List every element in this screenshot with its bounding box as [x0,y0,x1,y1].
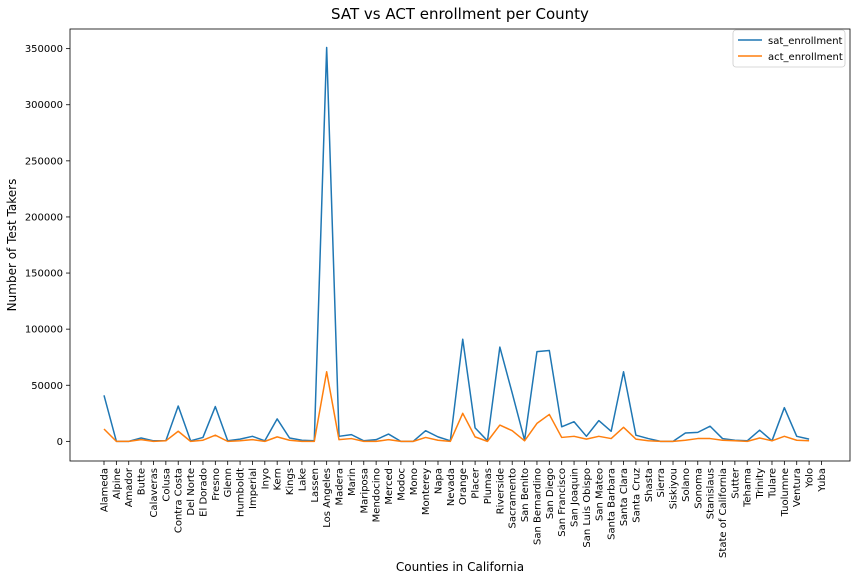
x-tick-label: Solano [681,468,692,502]
x-tick-label: Alpine [112,468,123,499]
x-tick-label: Kings [285,468,296,495]
x-tick-label: El Dorado [198,468,209,517]
x-tick-label: Yuba [817,468,828,493]
x-tick-label: Lake [297,468,308,491]
x-tick-label: San Mateo [594,468,605,521]
y-tick-label: 350000 [25,44,63,55]
x-tick-label: Inyo [260,468,271,489]
x-tick-label: Sierra [656,468,667,497]
x-tick-label: San Francisco [557,468,568,537]
legend: sat_enrollment act_enrollment [732,29,846,68]
x-tick-label: Merced [384,468,395,505]
y-tick-label: 250000 [25,156,63,167]
x-axis-ticks: Alameda Alpine Amador Butte Calaveras Colusa C… [100,461,828,558]
x-tick-label: Stanislaus [706,468,717,519]
y-tick-label: 300000 [25,100,63,111]
x-tick-label: Santa Clara [619,468,630,526]
y-tick-label: 0 [57,437,63,448]
x-tick-label: Madera [335,468,346,506]
x-tick-label: Placer [471,467,482,499]
x-tick-label: Sacramento [508,468,519,528]
x-tick-label: Marin [347,468,358,496]
x-tick-label: Santa Barbara [607,468,618,540]
x-tick-label: Lassen [310,468,321,503]
x-tick-label: Glenn [223,468,234,497]
x-tick-label: Los Angeles [322,468,333,528]
x-tick-label: Butte [137,468,148,495]
x-tick-label: Santa Cruz [631,468,642,523]
x-tick-label: Fresno [211,468,222,501]
x-tick-label: Mendocino [372,468,383,522]
x-axis-label: Counties in California [396,560,524,574]
x-tick-label: Napa [433,468,444,494]
x-tick-label: Del Norte [186,468,197,516]
x-tick-label: Modoc [396,468,407,501]
x-tick-label: Siskiyou [669,468,680,509]
x-tick-label: Sonoma [693,468,704,509]
x-tick-label: Orange [458,468,469,505]
x-tick-label: Contra Costa [174,468,185,533]
x-tick-label: Trinity [755,468,766,500]
chart-title: SAT vs ACT enrollment per County [331,5,589,23]
x-tick-label: Alameda [100,468,111,512]
legend-label-act: act_enrollment [768,52,843,63]
x-tick-label: Mono [409,468,420,495]
series-line-sat_enrollment [103,46,810,443]
y-tick-label: 100000 [25,325,63,336]
x-tick-label: San Joaquin [570,468,581,527]
plot-area [69,28,851,462]
x-tick-label: Shasta [644,468,655,502]
y-tick-label: 200000 [25,212,63,223]
legend-label-sat: sat_enrollment [768,36,843,47]
series-line-act_enrollment [103,371,810,443]
x-tick-label: Tulare [767,468,778,499]
x-tick-label: San Luis Obispo [582,468,593,548]
x-tick-label: Kern [273,468,284,491]
x-tick-label: Nevada [446,468,457,506]
x-tick-label: Sutter [730,467,741,499]
x-tick-label: State of California [718,468,729,558]
x-tick-label: Ventura [792,468,803,507]
x-tick-label: San Bernardino [532,468,543,545]
x-tick-label: Yolo [805,468,816,489]
x-tick-label: San Benito [520,468,531,522]
y-axis-label: Number of Test Takers [5,179,19,312]
x-tick-label: Amador [124,467,135,507]
x-tick-label: Mariposa [359,468,370,513]
y-tick-label: 50000 [31,381,63,392]
x-tick-label: Calaveras [149,468,160,518]
x-tick-label: Tehama [743,468,754,508]
x-tick-label: Monterey [421,468,432,515]
x-tick-label: Riverside [495,468,506,514]
x-tick-label: Humboldt [236,468,247,517]
x-tick-label: Imperial [248,468,259,509]
x-tick-label: Tuolumne [780,468,791,517]
x-tick-label: Colusa [161,468,172,502]
x-tick-label: Plumas [483,468,494,504]
x-tick-label: San Diego [545,468,556,519]
y-tick-label: 150000 [25,269,63,280]
y-axis-ticks: 0 50000 100000 150000 200000 250000 300000 3500… [25,44,70,448]
series-lines [103,46,810,443]
